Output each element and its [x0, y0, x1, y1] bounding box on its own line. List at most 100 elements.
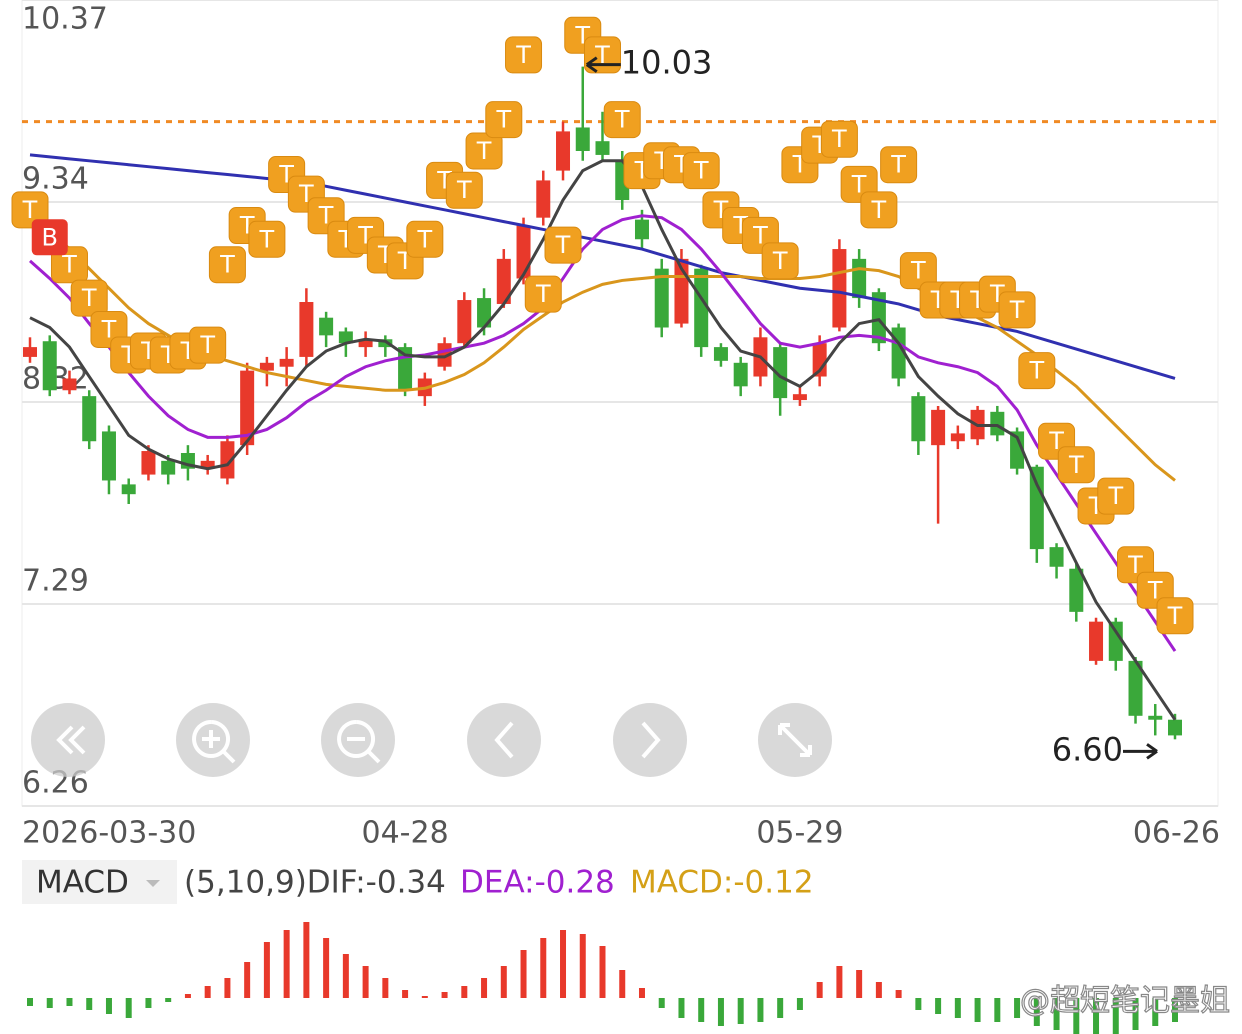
t-marker-label: T	[890, 151, 906, 179]
candle-body	[733, 362, 748, 387]
candle-body	[240, 370, 255, 446]
t-marker	[70, 279, 108, 317]
b-marker	[31, 219, 68, 256]
t-marker-label: T	[456, 176, 472, 204]
t-marker-label: T	[1167, 602, 1183, 630]
moving-average-line	[29, 159, 1177, 721]
t-marker	[1018, 352, 1056, 390]
t-marker	[544, 226, 582, 264]
t-marker-label: T	[831, 125, 847, 153]
first-button[interactable]	[31, 703, 105, 777]
macd-bar	[579, 934, 586, 998]
t-marker	[603, 101, 641, 139]
t-marker	[485, 101, 523, 139]
candle-body	[101, 431, 116, 481]
macd-bar	[224, 978, 231, 998]
macd-bar	[1152, 998, 1159, 1026]
candle-body	[1168, 719, 1182, 736]
candle-body	[694, 268, 709, 348]
t-marker	[1097, 477, 1135, 515]
macd-bar	[66, 998, 73, 1006]
macd-bar	[856, 970, 863, 998]
candle-body	[279, 358, 294, 367]
t-marker-label: T	[1107, 482, 1123, 510]
t-marker-label: T	[1147, 576, 1163, 604]
candle-body	[319, 317, 334, 336]
t-marker-label: T	[515, 41, 531, 69]
t-marker-label: T	[495, 106, 511, 134]
prev-button[interactable]	[467, 703, 541, 777]
candle-body	[713, 347, 728, 361]
candle-body	[516, 225, 531, 279]
candle-body	[82, 396, 97, 442]
t-marker-label: T	[1028, 357, 1044, 385]
macd-bar	[184, 994, 191, 998]
t-marker	[465, 132, 503, 170]
candle-body	[852, 258, 867, 299]
dropdown-arrow[interactable]	[146, 880, 160, 887]
macd-bar	[145, 998, 152, 1008]
max-label: 10.03	[621, 44, 713, 82]
t-marker-label: T	[81, 284, 97, 312]
x-tick-label: 2026-03-30	[22, 816, 196, 851]
macd-bar	[540, 938, 547, 998]
t-marker-label: T	[219, 251, 235, 279]
macd-bar	[757, 998, 764, 1022]
candle-body	[990, 411, 1005, 436]
dea-label: DEA:-0.28	[460, 865, 615, 901]
nav-buttons	[31, 703, 832, 777]
x-tick-label: 05-29	[756, 816, 843, 851]
macd-bar	[935, 998, 942, 1014]
t-marker	[860, 191, 898, 229]
candle-body	[62, 378, 77, 391]
candle-body	[1108, 621, 1123, 661]
macd-bar	[1053, 998, 1060, 1030]
macd-bar	[1093, 998, 1100, 1034]
candle-body	[259, 362, 274, 371]
candle-body	[911, 396, 926, 442]
t-marker-label: T	[101, 315, 117, 343]
t-marker	[50, 246, 88, 284]
next-icon	[641, 721, 661, 759]
t-marker-label: T	[752, 221, 768, 249]
t-marker	[761, 242, 799, 280]
t-marker-label: T	[851, 170, 867, 198]
macd-bar	[520, 950, 527, 998]
y-tick-label: 7.29	[22, 564, 89, 599]
t-marker-label: T	[1127, 551, 1143, 579]
t-marker-label: T	[535, 280, 551, 308]
x-tick-label: 06-26	[1133, 816, 1220, 851]
candle-body	[1069, 568, 1084, 612]
candle-body	[575, 127, 590, 152]
macd-bar	[974, 998, 981, 1022]
macd-bar	[244, 962, 251, 998]
t-marker	[248, 220, 286, 258]
b-marker-label: B	[42, 223, 58, 251]
macd-bar	[1014, 998, 1021, 1018]
macd-bar	[599, 946, 606, 998]
next-button[interactable]	[613, 703, 687, 777]
macd-bar	[461, 986, 468, 998]
macd-value: MACD:-0.12	[630, 865, 814, 901]
candle-body	[634, 219, 649, 240]
candle-body	[1029, 466, 1044, 550]
min-arrow	[1123, 743, 1158, 760]
macd-bar	[994, 998, 1001, 1022]
zoom-out-icon	[337, 720, 381, 764]
macd-bar	[402, 990, 409, 998]
candle-body	[299, 302, 314, 357]
zoom-in-icon	[192, 720, 236, 764]
t-marker-label: T	[1048, 427, 1064, 455]
macd-bar	[638, 988, 645, 998]
t-marker	[445, 171, 483, 209]
macd-label[interactable]: MACD	[36, 865, 129, 901]
t-marker-label: T	[693, 157, 709, 185]
t-marker-label: T	[199, 331, 215, 359]
macd-bar	[323, 938, 330, 998]
t-marker-label: T	[61, 251, 77, 279]
macd-bar	[777, 998, 784, 1018]
macd-bar	[560, 930, 567, 998]
macd-bar	[500, 966, 507, 998]
macd-bar	[915, 998, 922, 1010]
